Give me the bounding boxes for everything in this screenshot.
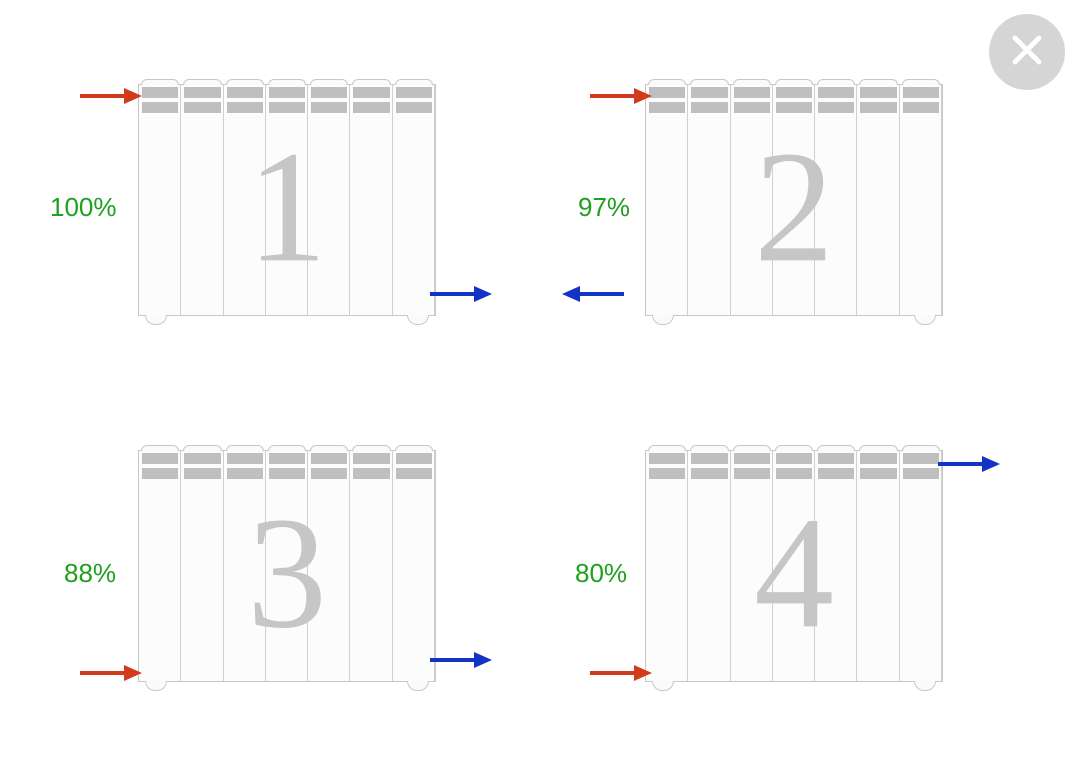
efficiency-label: 88% <box>64 558 116 589</box>
outlet-arrow-icon <box>430 652 492 673</box>
efficiency-label: 80% <box>575 558 627 589</box>
close-button[interactable] <box>989 14 1065 90</box>
inlet-arrow-icon <box>590 665 652 686</box>
efficiency-label: 97% <box>578 192 630 223</box>
radiator: 2 <box>645 84 943 316</box>
radiator: 1 <box>138 84 436 316</box>
radiator: 3 <box>138 450 436 682</box>
inlet-arrow-icon <box>590 88 652 109</box>
close-icon <box>1009 32 1045 73</box>
radiator-panel-2: 2 <box>645 84 943 316</box>
inlet-arrow-icon <box>80 665 142 686</box>
radiator-panel-3: 3 <box>138 450 436 682</box>
outlet-arrow-icon <box>938 456 1000 477</box>
outlet-arrow-icon <box>562 286 624 307</box>
radiator: 4 <box>645 450 943 682</box>
efficiency-label: 100% <box>50 192 117 223</box>
radiator-panel-4: 4 <box>645 450 943 682</box>
inlet-arrow-icon <box>80 88 142 109</box>
outlet-arrow-icon <box>430 286 492 307</box>
radiator-panel-1: 1 <box>138 84 436 316</box>
